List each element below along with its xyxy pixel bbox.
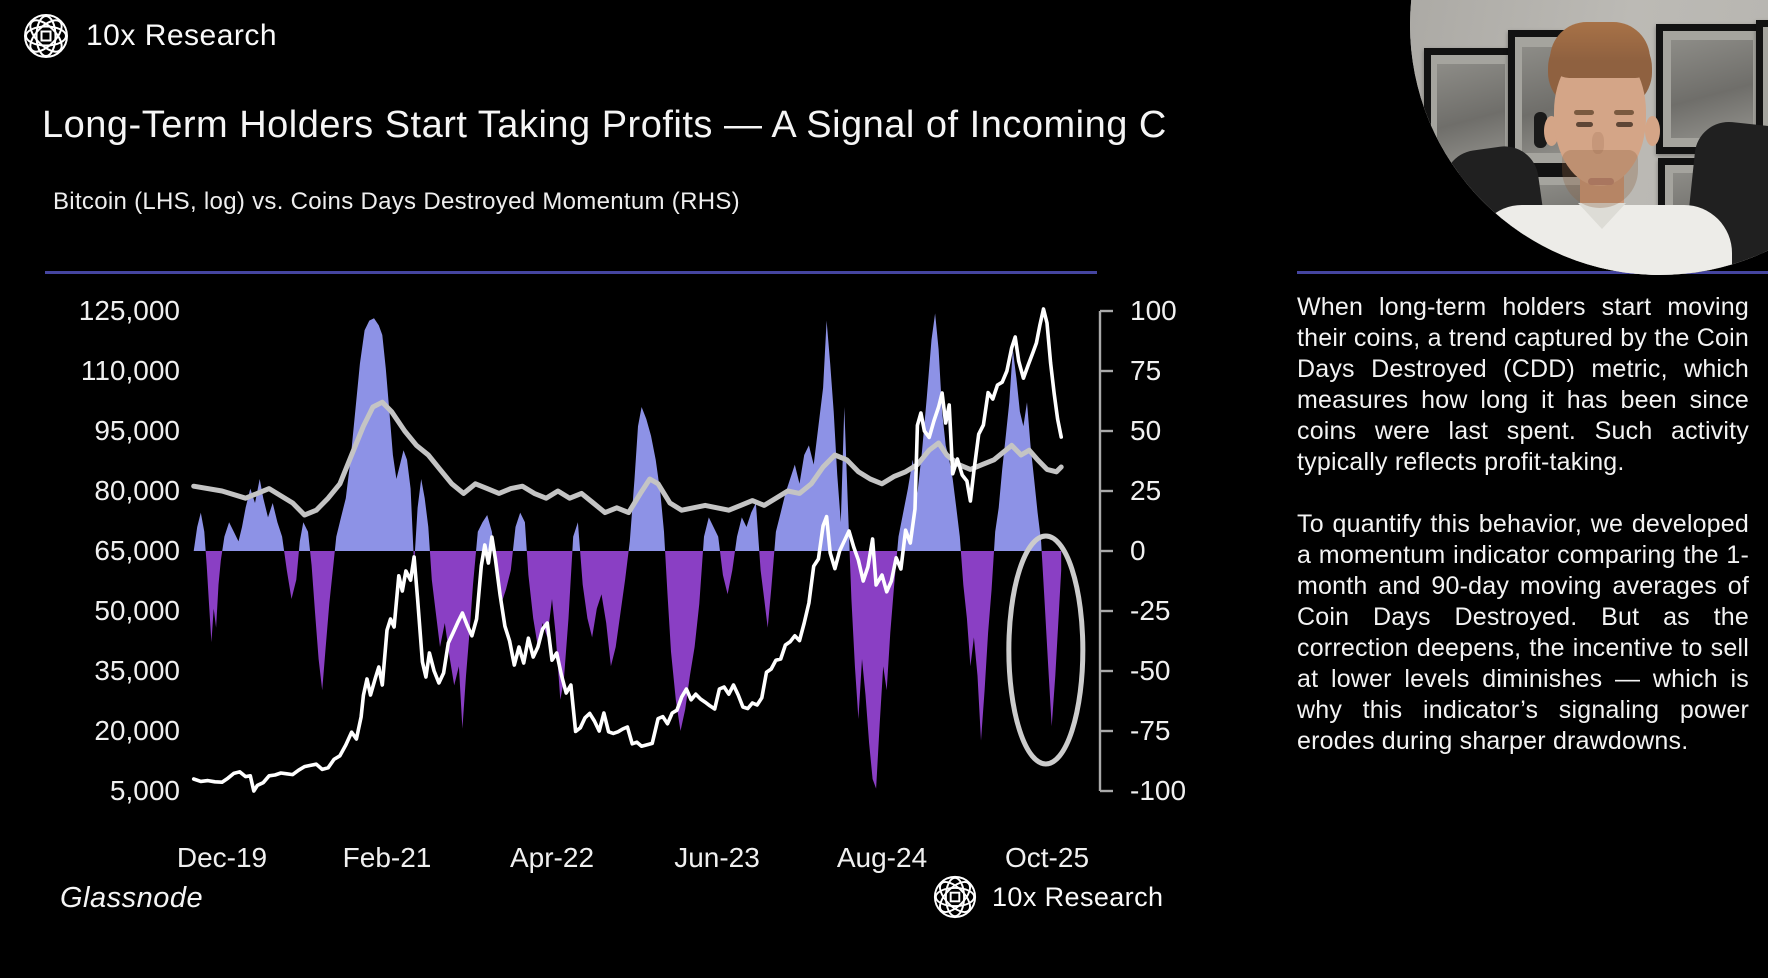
headphone-icon [1534,112,1547,148]
btc-price-line [191,307,1063,793]
left-axis-tick-label: 65,000 [94,535,180,566]
left-axis-tick-label: 35,000 [94,655,180,686]
x-axis-tick-label: Apr-22 [509,842,595,873]
left-axis-tick-label: 5,000 [109,775,180,806]
x-axis-tick-label: Feb-21 [342,842,432,873]
right-axis-tick-label: -50 [1130,655,1171,686]
footer-brand-name: 10x Research [992,881,1164,912]
commentary-paragraph-2: To quantify this behavior, we developed … [1297,510,1749,755]
source-label: Glassnode [60,882,204,914]
right-axis-tick-label: 75 [1130,355,1162,386]
left-axis-tick-label: 95,000 [94,415,180,446]
brand-name: 10x Research [86,19,278,52]
left-axis-tick-label: 20,000 [94,715,180,746]
right-axis-tick-label: 25 [1130,475,1162,506]
speaker-brow [1614,110,1634,115]
cdd-smoothed-line [191,399,1064,518]
right-axis-tick-label: 50 [1130,415,1162,446]
speaker-hair-front [1550,22,1650,78]
x-axis-tick-label: Dec-19 [176,842,268,873]
commentary-panel: When long-term holders start moving thei… [1297,292,1749,788]
right-axis-tick-label: 100 [1130,295,1177,326]
x-axis-tick-label: Jun-23 [674,842,760,873]
page-title: Long-Term Holders Start Taking Profits —… [42,104,1167,146]
footer-brand-globe-icon [933,875,977,919]
commentary-paragraph-1: When long-term holders start moving thei… [1297,293,1749,476]
left-axis-tick-label: 80,000 [94,475,180,506]
footer-brand: 10x Research [932,874,1163,920]
x-axis-tick-label: Oct-25 [1005,842,1090,873]
left-axis-tick-label: 110,000 [80,355,180,386]
right-axis-tick-label: 0 [1130,535,1146,566]
speaker-mouth [1588,178,1614,185]
speaker-nose [1592,132,1604,154]
header-brand: 10x Research [22,12,277,60]
speaker-webcam [1410,0,1768,275]
cdd-area-positive [193,313,1062,551]
right-axis-tick-label: -100 [1130,775,1187,806]
x-axis-tick-label: Aug-24 [836,842,928,873]
right-axis-line [1098,309,1113,793]
speaker-eye [1576,122,1593,127]
cdd-area-negative [193,551,1062,789]
brand-globe-icon [24,14,68,58]
speaker-brow [1574,110,1594,115]
left-axis-tick-label: 50,000 [94,595,180,626]
right-axis-tick-label: -25 [1130,595,1171,626]
photo-print [1670,40,1754,138]
left-axis-tick-label: 125,000 [78,295,180,326]
right-axis-tick-label: -75 [1130,715,1171,746]
speaker-ear [1645,116,1660,146]
highlight-ellipse-annotation [1006,533,1086,767]
speaker-eye [1616,122,1633,127]
chart-subtitle: Bitcoin (LHS, log) vs. Coins Days Destro… [53,188,740,215]
divider-line-left [45,271,1097,274]
